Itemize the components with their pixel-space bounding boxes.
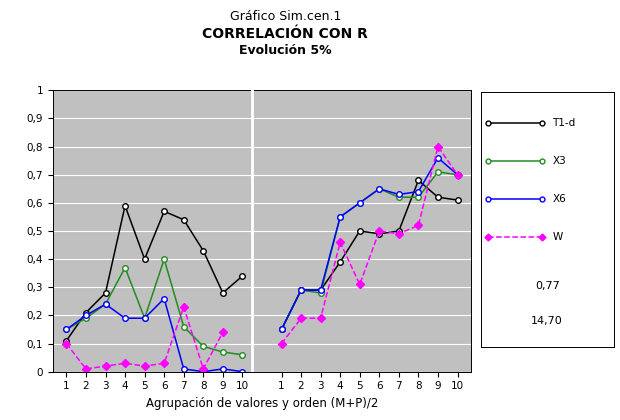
Text: Evolución 5%: Evolución 5% bbox=[239, 44, 332, 57]
Text: X3: X3 bbox=[552, 156, 566, 166]
Text: X6: X6 bbox=[552, 194, 566, 204]
X-axis label: Agrupación de valores y orden (M+P)/2: Agrupación de valores y orden (M+P)/2 bbox=[146, 397, 378, 410]
Text: Gráfico Sim.cen.1: Gráfico Sim.cen.1 bbox=[229, 10, 341, 24]
Text: W: W bbox=[552, 232, 563, 242]
Text: 14,70: 14,70 bbox=[531, 316, 563, 326]
Text: CORRELACIÓN CON R: CORRELACIÓN CON R bbox=[202, 27, 368, 41]
Text: T1-d: T1-d bbox=[552, 118, 576, 128]
Text: 0,77: 0,77 bbox=[535, 281, 559, 291]
